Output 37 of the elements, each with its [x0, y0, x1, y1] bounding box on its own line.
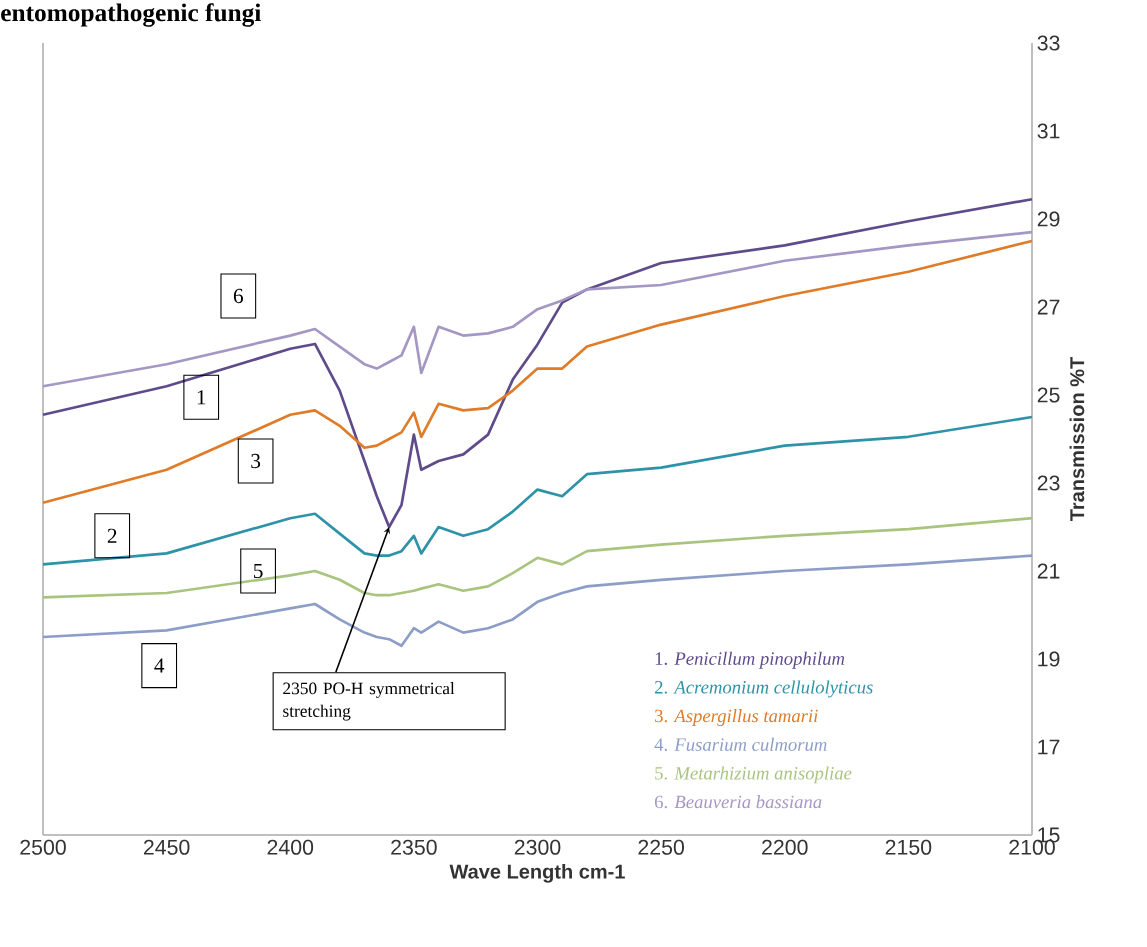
- x-tick-label: 2300: [514, 839, 561, 855]
- x-axis-title: Wave Length cm-1: [449, 863, 625, 883]
- annotation: 2: [107, 528, 117, 543]
- annotation: 1: [197, 390, 206, 405]
- x-tick-label: 2500: [20, 839, 66, 855]
- text: 4. Fusarium culmorum: [654, 737, 827, 751]
- y-tick-label: 21: [1037, 563, 1060, 579]
- annotation: 4: [154, 658, 165, 673]
- annotation: 2350 PO-H symmetrical stretching: [283, 682, 455, 721]
- text: 2. Acremonium cellulolyticus: [654, 680, 873, 698]
- text: 5. Metarhizium anisopliae: [655, 766, 852, 784]
- y-axis-title: Transmission %T: [1069, 356, 1085, 522]
- line-series: [41, 415, 1034, 566]
- y-tick-label: 23: [1037, 475, 1060, 491]
- annotation: 6: [233, 288, 244, 304]
- annotation: 3: [251, 453, 261, 469]
- y-tick-label: 25: [1037, 387, 1060, 403]
- line-series: [41, 239, 1034, 505]
- x-tick-label: 2400: [267, 839, 314, 855]
- line-series: [41, 230, 1034, 388]
- y-tick-label: 19: [1038, 651, 1060, 667]
- y-tick-label: 29: [1037, 211, 1060, 227]
- y-tick-label: 27: [1037, 299, 1060, 315]
- x-tick-label: 2150: [885, 839, 932, 855]
- text: 6. Beauveria bassiana: [654, 795, 822, 809]
- y-tick-label: 33: [1037, 35, 1060, 51]
- x-tick-label: 2450: [143, 839, 190, 855]
- x-tick-label: 2350: [391, 839, 437, 855]
- y-tick-label: 31: [1037, 123, 1060, 139]
- line-series: [41, 554, 1034, 648]
- y-tick-label: 17: [1038, 739, 1060, 755]
- x-tick-label: 2250: [638, 839, 684, 855]
- text: 3. Aspergillus tamarii: [655, 709, 818, 727]
- chart-title: entomopathogenic fungi: [1, 3, 261, 27]
- text: 1. Penicillum pinophilum: [655, 651, 845, 669]
- annotation: 5: [254, 563, 263, 579]
- x-tick-label: 2200: [762, 839, 808, 855]
